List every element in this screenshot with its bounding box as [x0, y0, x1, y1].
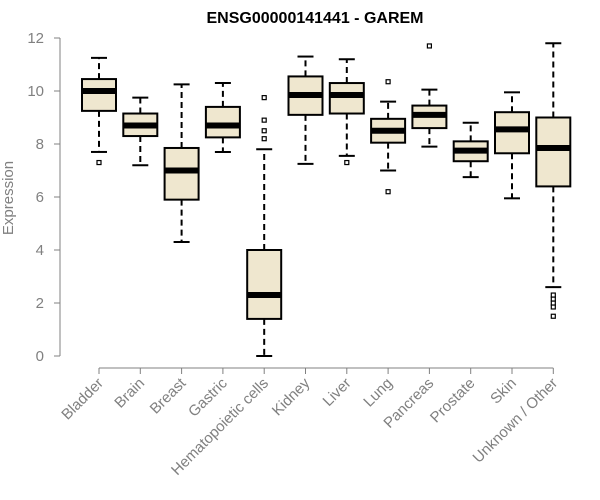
box-breast — [163, 83, 200, 244]
iqr-box — [494, 111, 530, 155]
box-prostate — [452, 121, 489, 179]
outlier-point — [426, 43, 432, 49]
outlier-point — [385, 189, 391, 195]
x-tick-label-bladder: Bladder — [58, 375, 107, 424]
outlier-point — [261, 117, 267, 123]
x-tick-label-kidney: Kidney — [269, 374, 314, 419]
y-tick-label: 8 — [36, 136, 44, 153]
box-brain — [122, 96, 159, 167]
y-tick-label: 2 — [36, 295, 44, 312]
x-tick-label-lung: Lung — [360, 375, 396, 411]
chart-title: ENSG00000141441 - GAREM — [207, 10, 424, 27]
y-tick-label: 6 — [36, 189, 44, 206]
y-axis: 0 2 4 6 8 10 12 — [27, 30, 61, 365]
outlier-point — [261, 136, 267, 142]
y-axis-title: Expression — [0, 161, 17, 235]
iqr-box — [246, 249, 283, 320]
x-tick-label-skin: Skin — [487, 375, 520, 408]
iqr-box — [163, 146, 200, 201]
outlier-point — [550, 292, 556, 298]
iqr-box — [204, 105, 241, 139]
x-tick-label-liver: Liver — [320, 375, 355, 410]
box-unknown-other — [535, 42, 572, 319]
iqr-box — [535, 116, 572, 188]
outlier-point — [550, 313, 556, 319]
box-hematopoietic-cells — [246, 95, 283, 357]
y-tick-label: 0 — [36, 348, 44, 365]
outlier-point — [385, 79, 391, 85]
box-gastric — [204, 82, 241, 153]
iqr-box — [81, 78, 117, 112]
x-tick-label-prostate: Prostate — [427, 375, 479, 427]
outlier-point — [261, 128, 267, 134]
outlier-point — [96, 159, 102, 166]
outlier-point — [261, 95, 267, 101]
x-tick-label-breast: Breast — [147, 374, 190, 417]
y-tick-label: 12 — [27, 30, 44, 47]
outlier-point — [344, 159, 350, 166]
box-bladder — [81, 56, 117, 166]
box-skin — [494, 91, 530, 200]
box-pancreas — [411, 43, 448, 148]
y-tick-label: 4 — [36, 242, 44, 259]
plot-area — [81, 42, 572, 357]
x-tick-label-brain: Brain — [111, 375, 148, 412]
box-kidney — [287, 55, 324, 165]
box-liver — [328, 58, 365, 166]
box-lung — [370, 79, 407, 195]
y-tick-label: 10 — [27, 83, 44, 100]
iqr-box — [328, 82, 365, 115]
